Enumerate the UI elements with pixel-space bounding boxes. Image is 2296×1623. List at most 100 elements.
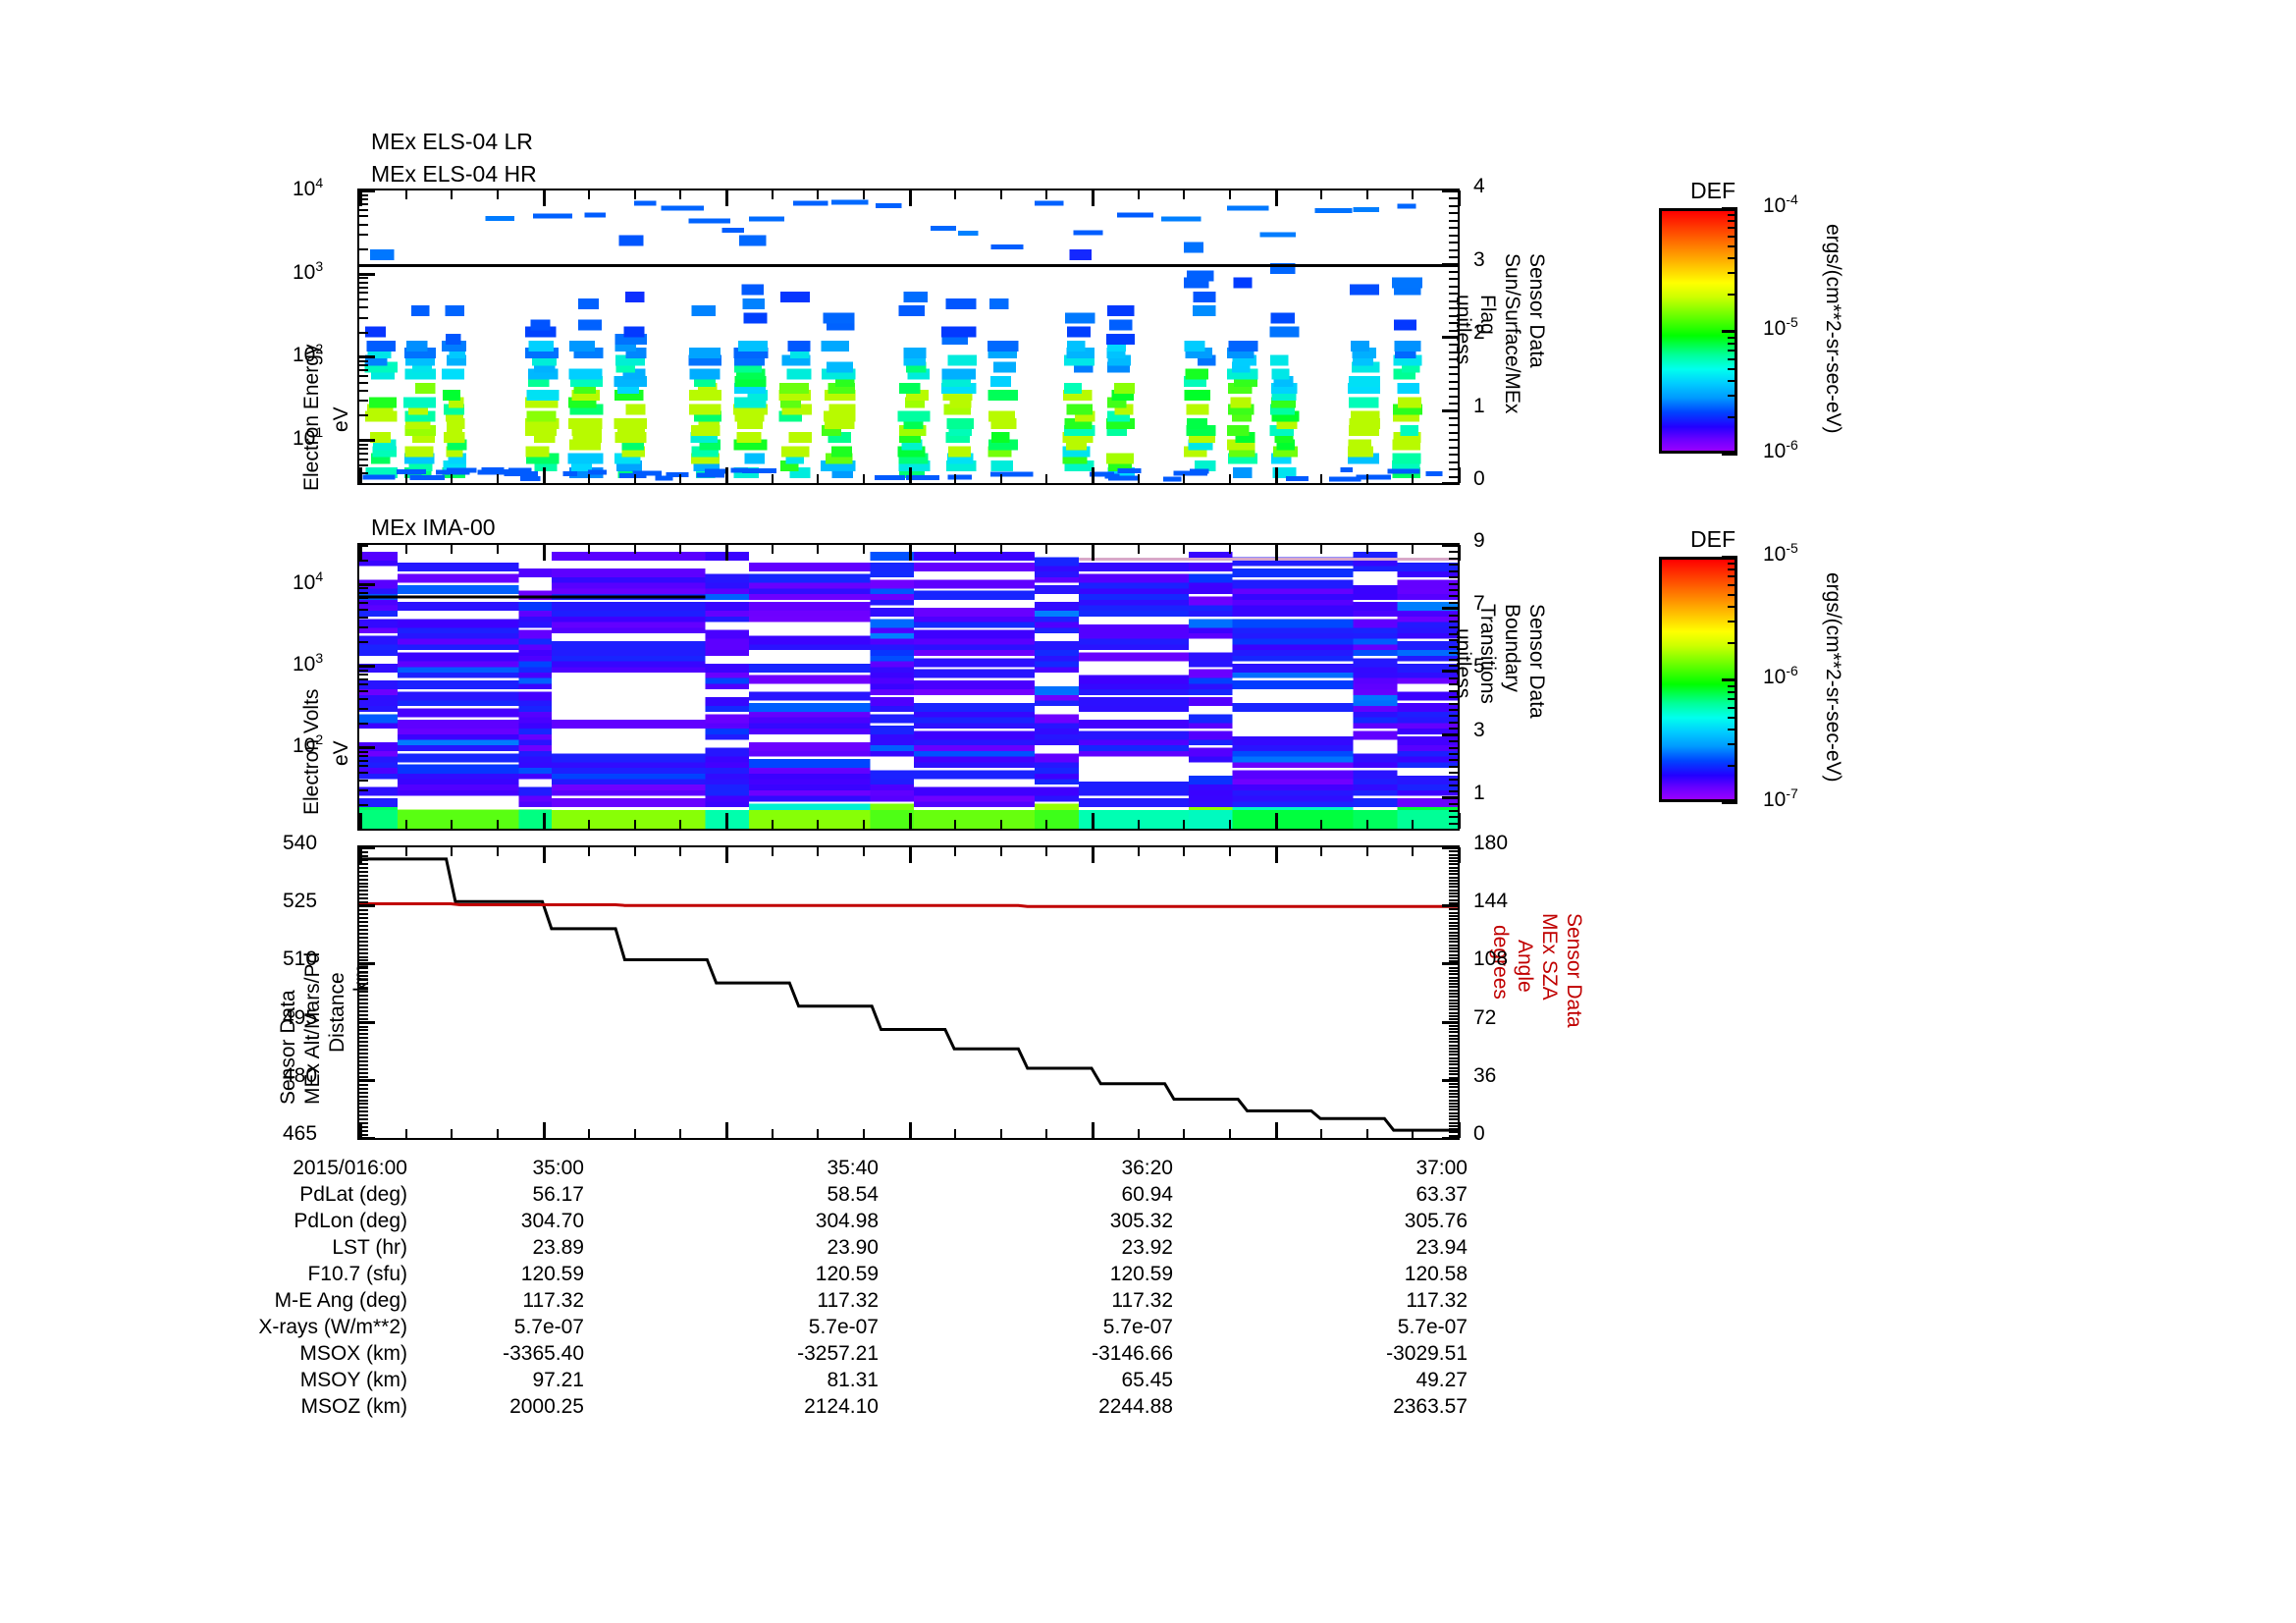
panel-alt-ylabel-1: Sensor Data [277, 990, 299, 1105]
panel-alt-ylabel-3: Distance [326, 972, 348, 1053]
info-table: 2015/016:00 35:00 35:40 36:20 37:00 PdLat (de… [177, 1157, 1468, 1422]
info-table-grid: 2015/016:00 35:00 35:40 36:20 37:00 PdLat (de… [177, 1157, 1468, 1422]
info-row-value: 2124.10 [804, 1395, 879, 1418]
colorbar-2-units: ergs/(cm**2-sr-sec-eV) [1822, 572, 1844, 783]
info-row-value: 49.27 [1415, 1369, 1468, 1391]
panel-els-plot[interactable] [357, 189, 1460, 485]
panel-els-yunits-line: eV [330, 406, 352, 432]
colorbar-2-title: DEF [1690, 526, 1735, 552]
colorbar-2-tick-label-0: 10-5 [1763, 540, 1798, 566]
info-row-value: 5.7e-07 [1102, 1316, 1173, 1338]
table-row: MSOY (km) 97.21 81.31 65.45 49.27 [177, 1369, 1468, 1395]
alt-ytick-label-5: 540 [283, 832, 318, 854]
panel-els-yunits: eV [330, 406, 352, 432]
info-row-value: 60.94 [1121, 1183, 1173, 1206]
panel-els-ylabel-line1: Electron Energy [300, 344, 323, 491]
info-row-label: M-E Ang (deg) [274, 1289, 407, 1312]
info-row-value: 23.94 [1415, 1236, 1468, 1259]
info-row-value: 23.89 [532, 1236, 584, 1259]
info-row-value: 305.76 [1404, 1210, 1468, 1232]
t: Sensor Data [1525, 604, 1548, 719]
panel-els-right-label-3: Flag [1476, 295, 1499, 335]
info-row-value: 56.17 [532, 1183, 584, 1206]
info-row-label: MSOX (km) [299, 1342, 407, 1365]
info-row-value: -3146.66 [1092, 1342, 1173, 1365]
els-ytick-label-0: 104 [293, 175, 324, 200]
panel-ima-right-label-2: Boundary [1501, 604, 1523, 692]
altitude-line-chart [359, 857, 1458, 1132]
info-row-label: MSOY (km) [299, 1369, 407, 1391]
t: Sensor Data [1563, 913, 1585, 1028]
info-row-value: 5.7e-07 [1397, 1316, 1468, 1338]
panel-altitude-plot[interactable] [357, 845, 1460, 1140]
info-row-value: 5.7e-07 [808, 1316, 879, 1338]
info-row-value: 117.32 [522, 1289, 584, 1312]
t: Electron Volts [300, 688, 323, 815]
ima-right-tick-label-1: 3 [1473, 719, 1485, 741]
panel-ima-title: MEx IMA-00 [371, 514, 496, 540]
panel-ima-right-label-1: Sensor Data [1525, 604, 1548, 719]
info-row-value: 2363.57 [1393, 1395, 1468, 1418]
alt-right-tick-label-0: 0 [1473, 1122, 1485, 1145]
alt-right-tick-label-1: 36 [1473, 1064, 1497, 1087]
ima-ytick-label-0: 104 [293, 568, 324, 594]
table-row: X-rays (W/m**2) 5.7e-07 5.7e-07 5.7e-07 5.7e… [177, 1316, 1468, 1342]
panel-ima-right-label-4: unitless [1452, 628, 1474, 698]
colorbar-1-title: DEF [1690, 178, 1735, 203]
info-row-label: MSOZ (km) [300, 1395, 407, 1418]
info-row-value: -3029.51 [1386, 1342, 1468, 1365]
table-row: MSOZ (km) 2000.25 2124.10 2244.88 2363.57 [177, 1395, 1468, 1422]
els-spectrogram [359, 199, 1458, 482]
ima-ytick-label-1: 103 [293, 650, 324, 676]
info-row-value: 120.59 [1109, 1263, 1173, 1285]
t: Angle [1514, 940, 1536, 993]
t: Sensor Data [277, 990, 299, 1105]
info-row-value: 2244.88 [1098, 1395, 1173, 1418]
info-row-label: PdLat (deg) [299, 1183, 407, 1206]
colorbar-1-tick-label-1: 10-5 [1763, 314, 1798, 340]
table-row: 2015/016:00 35:00 35:40 36:20 37:00 [177, 1157, 1468, 1183]
info-row-value: 304.70 [520, 1210, 584, 1232]
info-row-value: 36:20 [1121, 1157, 1173, 1179]
colorbar-1-units: ergs/(cm**2-sr-sec-eV) [1822, 224, 1844, 434]
t: degrees [1489, 925, 1512, 1000]
info-row-value: 120.59 [520, 1263, 584, 1285]
info-row-label: PdLon (deg) [294, 1210, 407, 1232]
series-line-0 [359, 857, 1458, 1132]
els-right-tick-label-4: 4 [1473, 175, 1485, 197]
alt-right-tick-label-4: 144 [1473, 890, 1509, 912]
info-row-value: -3257.21 [797, 1342, 879, 1365]
panel-alt-ylabel-4: km [350, 964, 373, 992]
t: Flag [1476, 295, 1499, 335]
panel-els-title-lr: MEx ELS-04 LR [371, 129, 533, 154]
panel-ima-plot[interactable] [357, 543, 1460, 831]
panel-alt-ylabel-2: MEx Alt/Mars/Pd [301, 951, 324, 1105]
panel-ima-ylabel: Electron Volts [300, 688, 323, 815]
table-row: PdLon (deg) 304.70 304.98 305.32 305.76 [177, 1210, 1468, 1236]
alt-right-tick-label-2: 72 [1473, 1006, 1497, 1029]
ima-spectrogram [359, 551, 1458, 829]
panel-ima-right-label-3: Transitions [1476, 604, 1499, 704]
ima-right-tick-label-0: 1 [1473, 782, 1485, 804]
colorbar-2 [1659, 557, 1737, 802]
t: Transitions [1476, 604, 1499, 704]
panel-alt-right-label-1: Sensor Data [1563, 913, 1585, 1028]
table-row: M-E Ang (deg) 117.32 117.32 117.32 117.32 [177, 1289, 1468, 1316]
info-row-value: 117.32 [1406, 1289, 1468, 1312]
table-row: F10.7 (sfu) 120.59 120.59 120.59 120.58 [177, 1263, 1468, 1289]
info-row-value: 58.54 [827, 1183, 879, 1206]
t: Distance [326, 972, 348, 1053]
info-row-value: 23.90 [827, 1236, 879, 1259]
info-row-value: 97.21 [532, 1369, 584, 1391]
els-ytick-label-1: 103 [293, 258, 324, 284]
panel-els-ylabel: Electron Energy [300, 344, 323, 491]
info-row-value: 63.37 [1415, 1183, 1468, 1206]
info-row-value: 2000.25 [509, 1395, 584, 1418]
info-row-label: LST (hr) [332, 1236, 407, 1259]
info-row-label: 2015/016:00 [293, 1157, 407, 1179]
colorbar-2-tick-label-1: 10-6 [1763, 663, 1798, 688]
t: MEx Alt/Mars/Pd [301, 951, 324, 1105]
series-line-1 [359, 902, 1458, 908]
table-row: MSOX (km) -3365.40 -3257.21 -3146.66 -3029.5… [177, 1342, 1468, 1369]
info-row-value: 35:00 [532, 1157, 584, 1179]
